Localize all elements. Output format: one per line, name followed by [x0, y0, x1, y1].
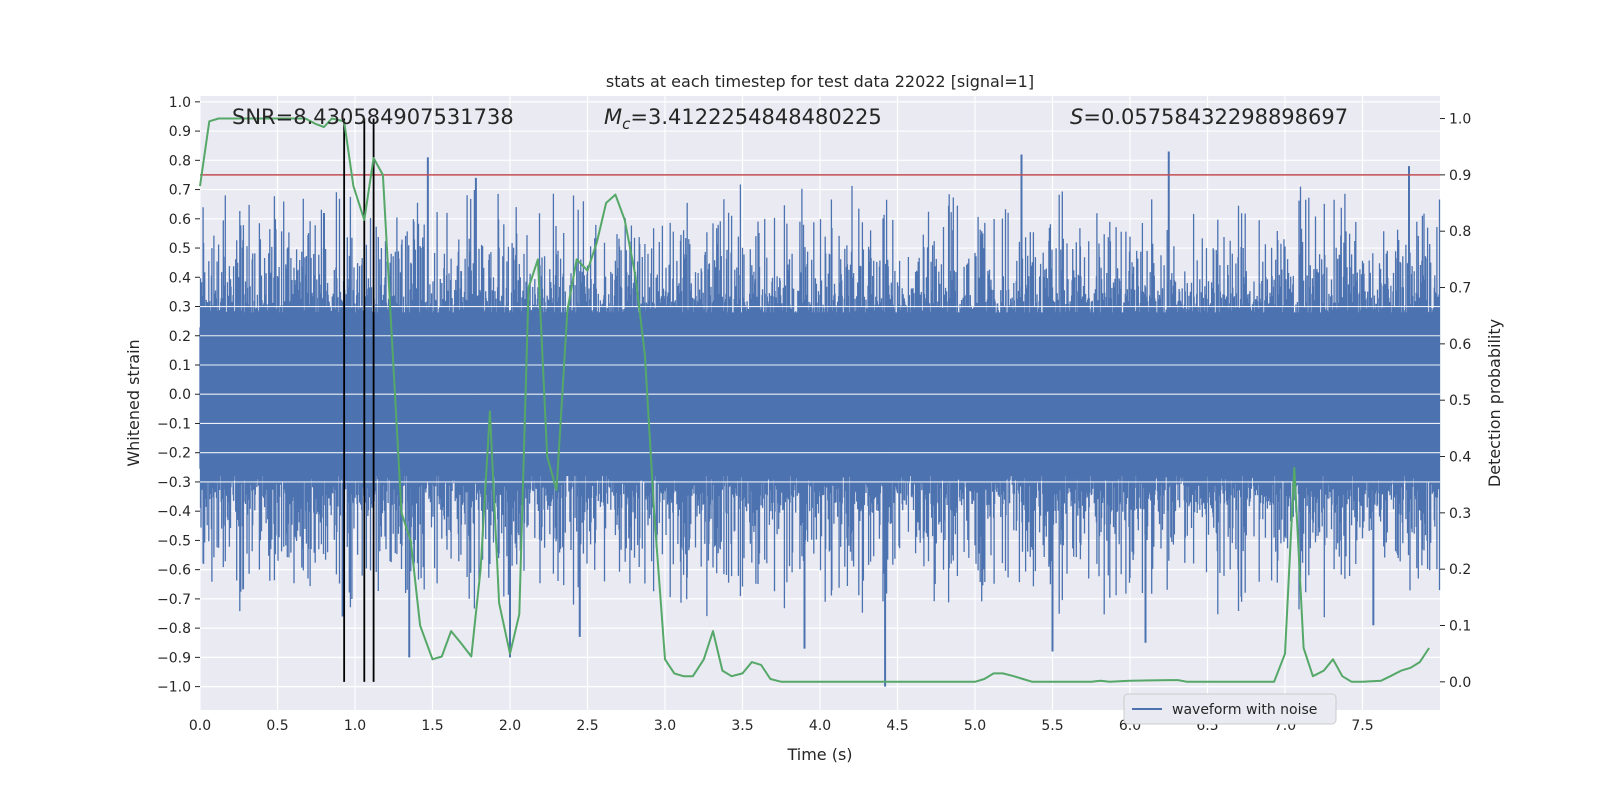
snr-annotation: SNR=8.430584907531738	[232, 105, 514, 129]
y-right-tick-label: 0.6	[1449, 337, 1471, 353]
y-left-tick-label: −0.1	[157, 416, 191, 432]
x-tick-label: 0.0	[189, 718, 211, 734]
x-tick-label: 3.5	[731, 718, 753, 734]
y-left-axis-ticks: 1.0 0.9 0.8 0.7 0.6 0.5 0.4 0.3 0.2 0.1 0.0 −0.1 −0.…	[157, 95, 200, 696]
y-left-tick-label: −0.9	[157, 650, 191, 666]
s-symbol: S	[1070, 105, 1083, 129]
chirp-mass-value: =3.4122254848480225	[630, 105, 881, 129]
x-tick-label: 5.0	[964, 718, 986, 734]
x-tick-label: 7.5	[1351, 718, 1373, 734]
y-left-tick-label: 0.1	[169, 358, 191, 374]
y-left-tick-label: 0.5	[169, 241, 191, 257]
overlay-marks	[199, 117, 1440, 683]
y-left-tick-label: −0.5	[157, 533, 191, 549]
y-left-tick-label: 0.3	[169, 300, 191, 316]
y-left-tick-label: −0.3	[157, 475, 191, 491]
waveform-series	[199, 151, 1441, 687]
y-left-tick-label: 0.8	[169, 153, 191, 169]
y-right-tick-label: 0.2	[1449, 562, 1471, 578]
y-left-tick-label: 0.6	[169, 212, 191, 228]
x-tick-label: 5.5	[1041, 718, 1063, 734]
y-right-tick-label: 0.9	[1449, 168, 1471, 184]
x-tick-label: 4.0	[809, 718, 831, 734]
y-left-tick-label: 0.2	[169, 329, 191, 345]
y-right-tick-label: 0.8	[1449, 224, 1471, 240]
x-tick-label: 0.5	[266, 718, 288, 734]
y-left-tick-label: −0.6	[157, 563, 191, 579]
y-right-tick-label: 0.7	[1449, 281, 1471, 297]
chirp-mass-subscript: c	[622, 115, 631, 133]
legend-label: waveform with noise	[1172, 702, 1317, 718]
x-tick-label: 4.5	[886, 718, 908, 734]
y-right-tick-label: 1.0	[1449, 112, 1471, 128]
y-left-tick-label: −0.7	[157, 592, 191, 608]
y-left-axis-label: Whitened strain	[124, 339, 143, 466]
y-left-tick-label: −0.8	[157, 621, 191, 637]
y-right-tick-label: 0.4	[1449, 450, 1471, 466]
detection-probability-line	[199, 117, 1430, 683]
s-annotation: S=0.05758432298898697	[1070, 105, 1348, 129]
y-right-axis-label: Detection probability	[1485, 319, 1504, 487]
chirp-mass-annotation: Mc=3.4122254848480225	[604, 105, 882, 133]
y-left-tick-label: 0.4	[169, 270, 191, 286]
y-right-tick-label: 0.3	[1449, 506, 1471, 522]
y-right-tick-label: 0.5	[1449, 393, 1471, 409]
chirp-mass-symbol: M	[604, 105, 622, 129]
y-right-tick-label: 0.0	[1449, 675, 1471, 691]
legend: waveform with noise	[1123, 693, 1337, 725]
x-axis-label: Time (s)	[786, 745, 852, 764]
x-tick-label: 2.5	[576, 718, 598, 734]
x-tick-label: 1.5	[421, 718, 443, 734]
chart-title: stats at each timestep for test data 220…	[606, 72, 1034, 91]
y-left-tick-label: 0.7	[169, 183, 191, 199]
s-value: =0.05758432298898697	[1083, 105, 1348, 129]
legend-box	[1123, 693, 1337, 725]
y-left-tick-label: 1.0	[169, 95, 191, 111]
y-left-tick-label: −1.0	[157, 680, 191, 696]
y-left-tick-label: 0.9	[169, 124, 191, 140]
y-left-tick-label: 0.0	[169, 387, 191, 403]
y-right-tick-label: 0.1	[1449, 619, 1471, 635]
x-tick-label: 2.0	[499, 718, 521, 734]
y-left-tick-label: −0.4	[157, 504, 191, 520]
y-left-tick-label: −0.2	[157, 446, 191, 462]
x-tick-label: 3.0	[654, 718, 676, 734]
x-tick-label: 1.0	[344, 718, 366, 734]
y-right-axis-ticks: 1.0 0.9 0.8 0.7 0.6 0.5 0.4 0.3 0.2 0.1 0.0	[1440, 112, 1471, 691]
